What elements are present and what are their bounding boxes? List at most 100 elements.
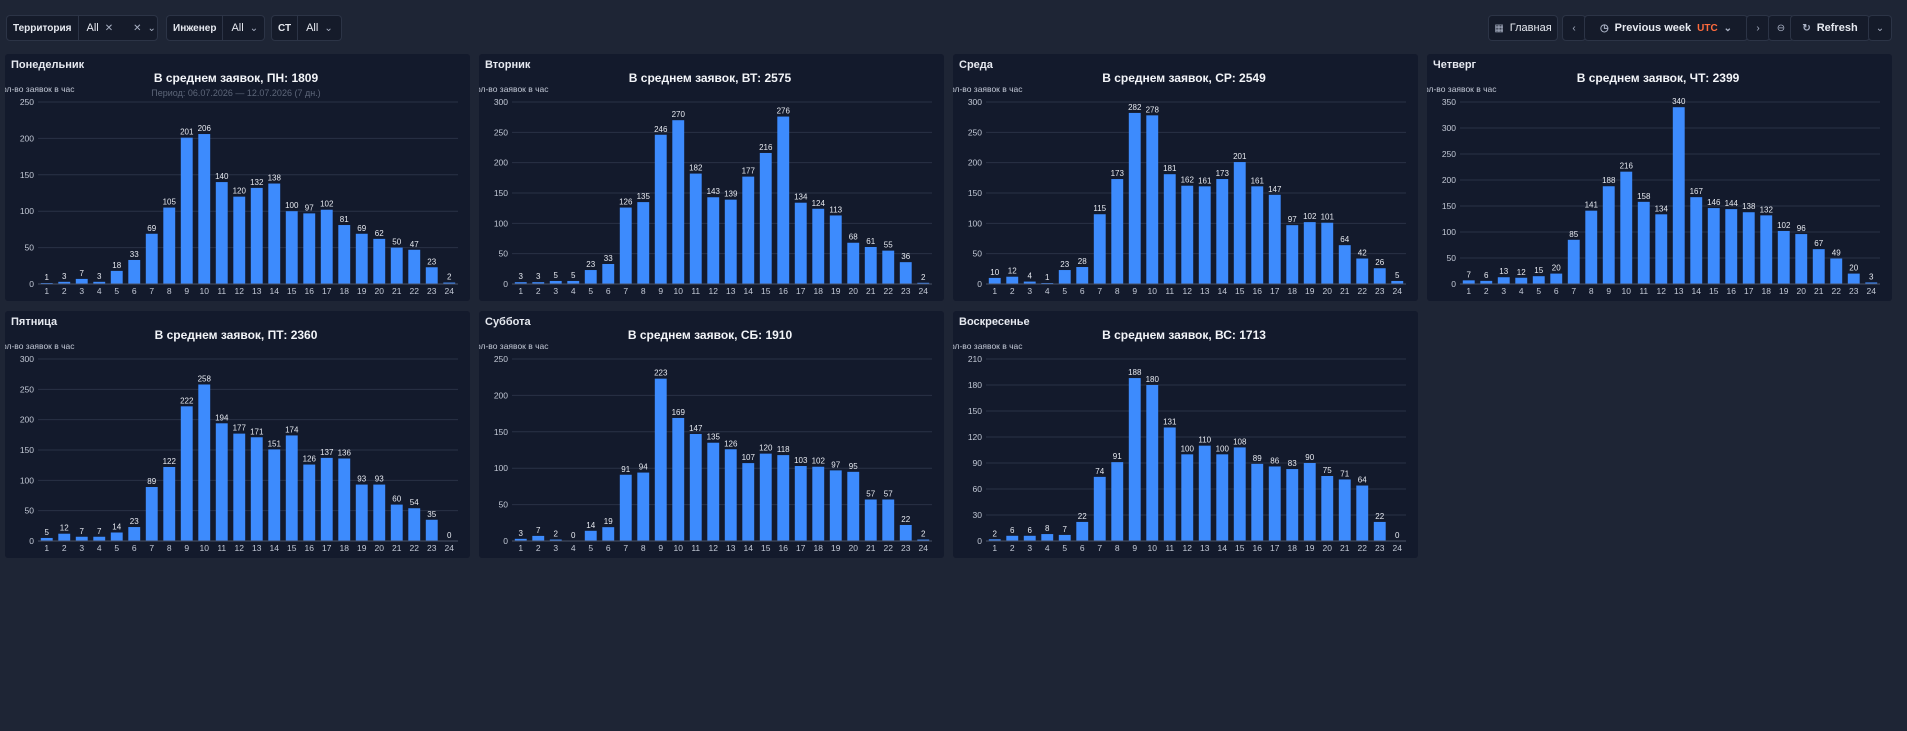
bar — [1585, 210, 1598, 284]
bar — [145, 487, 158, 541]
panel-title: Понедельник — [11, 59, 85, 71]
x-tick-label: 17 — [322, 286, 332, 296]
x-tick-label: 23 — [427, 543, 437, 553]
data-label: 6 — [1028, 526, 1033, 535]
x-tick-label: 12 — [709, 286, 719, 296]
clear-icon[interactable]: ✕ — [133, 22, 142, 34]
data-label: 177 — [742, 167, 756, 176]
bar — [1058, 534, 1071, 541]
bar — [373, 238, 386, 284]
data-label: 0 — [1395, 531, 1400, 540]
data-label: 5 — [554, 271, 559, 280]
chart-title: В среднем заявок, ПН: 1809 — [154, 71, 319, 85]
chevron-down-icon[interactable]: ⌄ — [324, 22, 333, 34]
y-tick-label: 100 — [494, 218, 508, 228]
bar — [794, 202, 807, 284]
x-tick-label: 2 — [1484, 286, 1489, 296]
data-label: 118 — [777, 445, 790, 454]
x-tick-label: 23 — [901, 286, 911, 296]
data-label: 2 — [447, 273, 452, 282]
refresh-icon: ↻ — [1802, 22, 1811, 34]
remove-icon[interactable]: ✕ — [104, 22, 114, 34]
bar — [1690, 197, 1703, 284]
x-tick-label: 8 — [1115, 543, 1120, 553]
panel-wednesday: Среда В среднем заявок, СР: 2549 Кол-во з… — [953, 54, 1418, 301]
bar — [1198, 445, 1211, 541]
x-tick-label: 8 — [167, 286, 172, 296]
chevron-down-icon[interactable]: ⌄ — [147, 22, 156, 34]
data-label: 12 — [1517, 268, 1526, 277]
bar — [1462, 280, 1475, 284]
st-filter[interactable]: СТ All ⌄ — [271, 15, 342, 41]
time-range-label: Previous week — [1614, 22, 1692, 34]
data-label: 23 — [1060, 260, 1069, 269]
bar — [163, 466, 176, 541]
x-tick-label: 10 — [674, 543, 684, 553]
bar — [1006, 535, 1019, 541]
x-tick-label: 11 — [1639, 286, 1648, 296]
territory-filter[interactable]: Территория All ✕ ✕ ⌄ — [6, 15, 158, 41]
data-label: 3 — [519, 529, 524, 538]
data-label: 3 — [62, 272, 67, 281]
next-range-button[interactable]: › — [1746, 15, 1770, 41]
data-label: 93 — [357, 475, 366, 484]
data-label: 147 — [1268, 185, 1282, 194]
territory-filter-value[interactable]: All ✕ — [79, 22, 122, 34]
x-tick-label: 22 — [410, 543, 420, 553]
data-label: 216 — [1620, 162, 1634, 171]
bar — [268, 183, 281, 284]
x-tick-label: 21 — [1814, 286, 1824, 296]
bar — [1181, 185, 1194, 284]
engineer-filter-value[interactable]: All ⌄ — [223, 22, 266, 34]
x-tick-label: 23 — [1849, 286, 1859, 296]
bar — [1707, 208, 1720, 284]
data-label: 138 — [268, 174, 282, 183]
st-filter-value[interactable]: All ⌄ — [298, 22, 341, 34]
x-tick-label: 9 — [658, 286, 663, 296]
bar — [1497, 277, 1510, 284]
y-axis-label: Кол-во заявок в час — [479, 84, 549, 94]
data-label: 102 — [1777, 221, 1791, 230]
data-label: 7 — [536, 526, 541, 535]
time-range-picker[interactable]: ◷ Previous week UTC ⌄ — [1584, 15, 1748, 41]
bar — [1023, 535, 1036, 541]
zoom-out-button[interactable]: ⊖ — [1768, 15, 1794, 41]
chevron-down-icon[interactable]: ⌄ — [249, 22, 259, 34]
x-tick-label: 7 — [149, 543, 154, 553]
bar — [1480, 280, 1493, 284]
chevron-right-icon: › — [1756, 22, 1760, 34]
x-tick-label: 24 — [1867, 286, 1877, 296]
x-tick-label: 14 — [744, 286, 754, 296]
data-label: 62 — [375, 229, 384, 238]
x-tick-label: 4 — [97, 286, 102, 296]
data-label: 0 — [571, 531, 576, 540]
engineer-filter[interactable]: Инженер All ⌄ — [166, 15, 265, 41]
x-tick-label: 20 — [375, 286, 385, 296]
prev-range-button[interactable]: ‹ — [1562, 15, 1586, 41]
x-tick-label: 3 — [1027, 543, 1032, 553]
x-tick-label: 7 — [1571, 286, 1576, 296]
x-tick-label: 20 — [849, 543, 859, 553]
bar — [1760, 215, 1773, 284]
y-tick-label: 180 — [968, 380, 982, 390]
data-label: 6 — [1010, 526, 1015, 535]
y-axis-label: Кол-во заявок в час — [5, 341, 75, 351]
data-label: 258 — [198, 374, 212, 383]
data-label: 135 — [637, 192, 651, 201]
refresh-button[interactable]: ↻ Refresh — [1790, 15, 1870, 41]
dashboard-button[interactable]: ▦ Главная — [1488, 15, 1558, 41]
x-tick-label: 1 — [518, 286, 523, 296]
bar — [443, 282, 456, 284]
y-tick-label: 200 — [20, 415, 34, 425]
refresh-interval-button[interactable]: ⌄ — [1868, 15, 1892, 41]
x-tick-label: 23 — [901, 543, 911, 553]
x-tick-label: 22 — [884, 286, 894, 296]
y-tick-label: 50 — [1447, 253, 1457, 263]
bar — [917, 539, 930, 541]
data-label: 12 — [60, 524, 69, 533]
bar — [1286, 469, 1299, 541]
data-label: 97 — [1288, 215, 1297, 224]
y-tick-label: 120 — [968, 432, 982, 442]
bar — [812, 208, 825, 284]
data-label: 171 — [250, 427, 264, 436]
